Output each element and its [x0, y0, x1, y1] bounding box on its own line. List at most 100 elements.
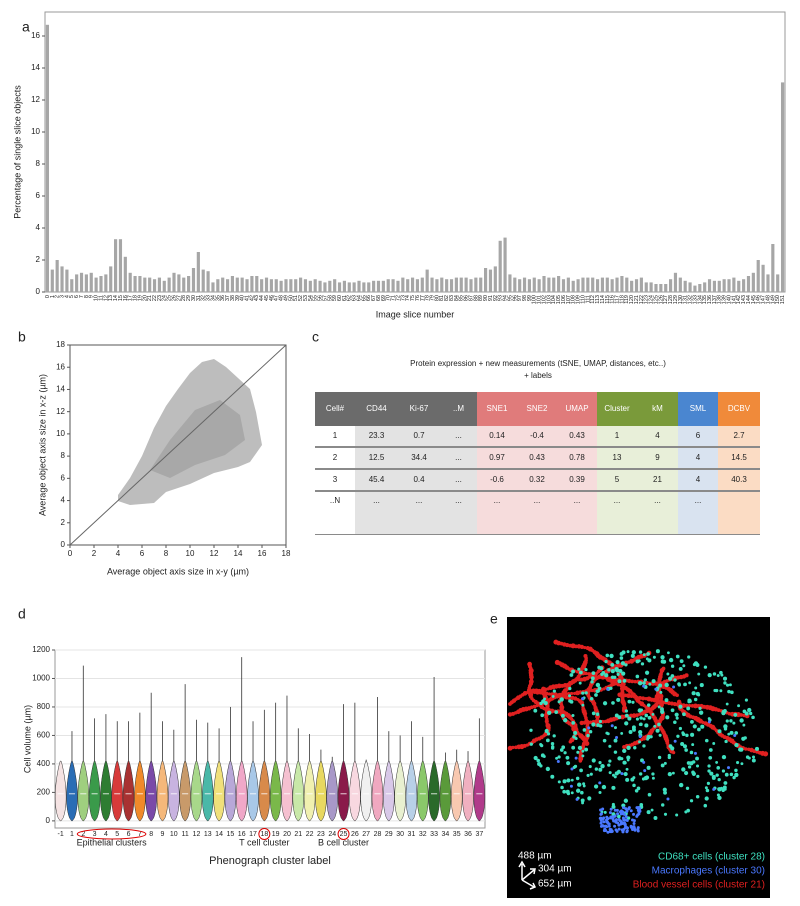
x-tick-label: 14 [234, 549, 243, 558]
table-cell: 0.7 [398, 426, 440, 448]
cell-dot [601, 784, 607, 790]
cell-dot [617, 814, 621, 819]
table-row: 2 12.5 34.4... 0.97 0.43 0.78 13 9 4 14.5 [315, 447, 760, 470]
x-tick-label: 118 [619, 295, 625, 304]
cell-dot [622, 678, 627, 683]
cell-dot [609, 686, 613, 691]
cell-dot [542, 755, 546, 758]
cell-dot [570, 767, 574, 771]
x-tick-label: 19 [137, 295, 143, 301]
cell-dot [621, 830, 625, 834]
cell-dot [642, 684, 646, 688]
x-tick-label: 139 [722, 295, 728, 304]
cell-dot [643, 769, 647, 773]
x-tick-label: 14 [215, 831, 223, 838]
y-axis-label: Average object axis size in x-z (µm) [37, 374, 47, 516]
cell-dot [593, 784, 599, 789]
highlight [76, 828, 147, 840]
cell-dot [678, 704, 683, 709]
cell-dot [581, 754, 585, 758]
cell-dot [598, 675, 602, 680]
cell-dot [647, 715, 652, 720]
cell-dot [704, 786, 708, 790]
cell-dot [651, 679, 656, 684]
cell-dot [582, 784, 586, 788]
cell-dot [646, 652, 650, 656]
bar [542, 276, 546, 292]
cell-dot [695, 756, 699, 761]
cell-dot [599, 816, 603, 820]
cell-dot [691, 770, 695, 775]
x-tick-label: 116 [610, 295, 616, 304]
cell-dot [560, 785, 564, 790]
bar [391, 279, 395, 292]
x-tick-label: 18 [260, 831, 268, 838]
x-tick-label: 16 [258, 549, 267, 558]
x-tick-label: 61 [342, 295, 348, 301]
cell-dot [594, 767, 599, 771]
cell-dot [578, 759, 583, 763]
x-tick-label: 9 [89, 295, 95, 298]
y-tick-label: 2 [61, 518, 66, 527]
x-tick-label: 33 [430, 831, 438, 838]
y-tick-label: 6 [36, 191, 41, 200]
bar [644, 282, 648, 292]
violin [111, 760, 123, 822]
bar [118, 239, 123, 292]
bar [70, 279, 74, 292]
violin [88, 760, 101, 822]
x-tick-label: 31 [196, 295, 202, 301]
x-tick-label: 43 [254, 295, 260, 301]
bar [347, 282, 351, 292]
cell-dot [587, 726, 591, 730]
cell-dot [686, 706, 691, 711]
x-tick-label: 106 [561, 295, 567, 304]
cell-dot [579, 720, 584, 726]
cell-dot [575, 776, 580, 781]
cell-dot [611, 804, 616, 809]
cell-dot [728, 683, 732, 687]
cell-dot [649, 735, 653, 739]
table-cell: 34.4 [398, 447, 440, 470]
x-tick-label: 5 [69, 295, 75, 298]
cell-dot [690, 719, 694, 724]
cell-dot [602, 701, 608, 706]
violin [77, 760, 90, 822]
cell-dot [692, 663, 696, 667]
cell-dot [545, 766, 551, 772]
bar [264, 277, 269, 292]
bar [318, 280, 322, 292]
cell-dot [722, 676, 728, 681]
cell-dot [709, 771, 714, 776]
x-tick-label: 86 [464, 295, 470, 301]
x-tick-label: 30 [396, 831, 404, 838]
cell-dot [674, 712, 679, 717]
cell-dot [666, 797, 670, 801]
cell-dot [635, 806, 639, 810]
violin [337, 760, 350, 822]
x-tick-label: 142 [736, 295, 742, 304]
bar [620, 276, 624, 292]
bar [376, 280, 381, 292]
cell-dot [684, 771, 689, 776]
axis-arrows [518, 860, 537, 890]
bar [269, 279, 273, 292]
cell-dot [597, 686, 602, 691]
cell-dot [707, 769, 711, 773]
bar [722, 279, 726, 292]
cell-dot [639, 716, 643, 720]
table-cell: ... [678, 491, 718, 535]
cell-dot [571, 713, 575, 718]
cell-dot [571, 745, 576, 750]
cell-dot [707, 672, 712, 678]
cell-dot [589, 772, 593, 776]
x-tick-label: 28 [374, 831, 382, 838]
cell-dot [711, 774, 716, 779]
cell-dot [678, 726, 682, 731]
cell-dot [624, 818, 628, 822]
violin [224, 760, 237, 822]
x-tick-label: 85 [459, 295, 465, 301]
x-tick-label: 24 [328, 831, 336, 838]
cell-dot [723, 681, 727, 685]
x-tick-label: 23 [317, 831, 325, 838]
